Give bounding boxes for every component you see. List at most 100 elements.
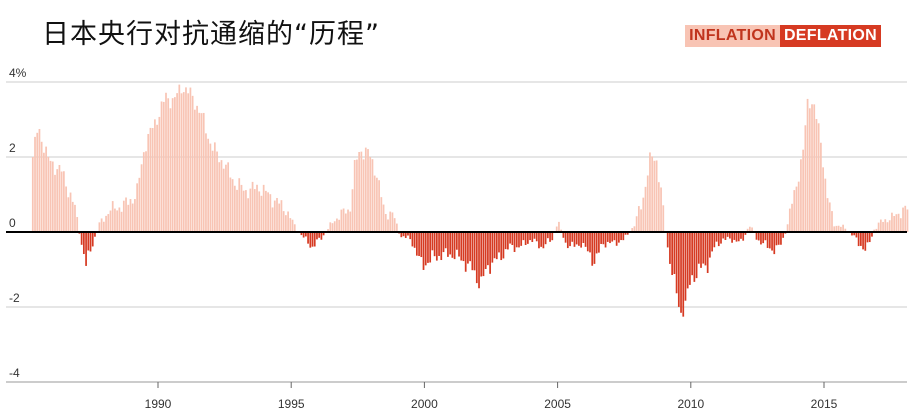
bar-deflation xyxy=(713,232,716,248)
bar-inflation xyxy=(795,186,798,232)
bar-deflation xyxy=(304,232,307,237)
bar-inflation xyxy=(38,128,41,232)
bar-deflation xyxy=(702,232,705,264)
y-tick-label: 0 xyxy=(9,216,16,230)
bar-inflation xyxy=(134,199,136,232)
bar-inflation xyxy=(158,116,161,232)
bar-inflation xyxy=(225,164,227,232)
bar-inflation xyxy=(338,219,341,232)
bar-deflation xyxy=(313,232,316,247)
bar-deflation xyxy=(473,232,476,271)
bar-deflation xyxy=(518,232,520,248)
bar-inflation xyxy=(222,168,225,232)
bar-inflation xyxy=(840,226,842,232)
bar-inflation xyxy=(837,225,840,232)
bar-inflation xyxy=(202,112,205,232)
bar-inflation xyxy=(329,222,332,232)
bar-inflation xyxy=(74,204,76,232)
bar-inflation xyxy=(791,203,793,232)
bar-inflation xyxy=(902,207,904,232)
bar-deflation xyxy=(89,232,92,252)
bar-deflation xyxy=(680,232,682,313)
bar-deflation xyxy=(524,232,527,246)
bar-deflation xyxy=(418,232,420,256)
bar-deflation xyxy=(611,232,614,242)
bar-inflation xyxy=(285,215,287,232)
bar-inflation xyxy=(788,208,791,232)
bar-deflation xyxy=(851,232,853,236)
bar-deflation xyxy=(782,232,785,238)
bar-inflation xyxy=(167,98,170,233)
bar-deflation xyxy=(755,232,758,240)
bar-inflation xyxy=(340,209,343,232)
bar-deflation xyxy=(458,232,460,257)
bar-deflation xyxy=(302,232,305,238)
bar-deflation xyxy=(85,232,87,266)
bar-inflation xyxy=(149,127,152,232)
bar-inflation xyxy=(364,147,367,232)
bar-deflation xyxy=(480,232,483,277)
bar-deflation xyxy=(675,232,678,294)
x-tick-label: 1995 xyxy=(278,397,305,411)
bar-inflation xyxy=(171,98,174,232)
bar-deflation xyxy=(309,232,312,248)
bar-deflation xyxy=(686,232,689,289)
bar-inflation xyxy=(800,159,802,232)
bar-deflation xyxy=(855,232,858,238)
bar-deflation xyxy=(624,232,627,235)
bar-deflation xyxy=(522,232,525,241)
bar-deflation xyxy=(580,232,582,248)
bar-deflation xyxy=(575,232,578,245)
bar-inflation xyxy=(127,204,130,232)
bar-inflation xyxy=(229,177,232,232)
bar-inflation xyxy=(262,184,265,232)
bar-deflation xyxy=(731,232,733,243)
bar-inflation xyxy=(820,142,822,232)
bar-inflation xyxy=(291,219,294,232)
bar-inflation xyxy=(100,218,103,232)
bar-deflation xyxy=(413,232,416,248)
bar-deflation xyxy=(498,232,500,253)
bar-deflation xyxy=(578,232,580,246)
bar-deflation xyxy=(544,232,547,245)
bar-deflation xyxy=(429,232,432,263)
bar-inflation xyxy=(904,205,907,232)
bar-deflation xyxy=(411,232,414,247)
bar-inflation xyxy=(169,108,172,232)
bar-inflation xyxy=(245,190,247,232)
bar-inflation xyxy=(884,219,887,232)
bar-inflation xyxy=(886,222,889,232)
bar-inflation xyxy=(256,184,258,232)
bar-inflation xyxy=(327,229,329,232)
bar-inflation xyxy=(637,206,640,232)
bar-inflation xyxy=(906,209,909,232)
bar-inflation xyxy=(342,208,345,232)
bar-deflation xyxy=(697,232,700,264)
bar-inflation xyxy=(891,212,893,232)
bar-deflation xyxy=(700,232,702,268)
bar-inflation xyxy=(47,156,50,232)
bar-deflation xyxy=(471,232,474,271)
bar-deflation xyxy=(533,232,536,239)
bar-deflation xyxy=(773,232,776,255)
bar-deflation xyxy=(526,232,529,244)
bar-deflation xyxy=(311,232,314,247)
bar-inflation xyxy=(555,226,558,232)
bar-inflation xyxy=(336,218,338,232)
bar-deflation xyxy=(515,232,518,248)
bar-inflation xyxy=(877,222,880,232)
bar-inflation xyxy=(136,183,138,232)
bar-inflation xyxy=(145,151,147,232)
x-tick-label: 2010 xyxy=(677,397,704,411)
bar-deflation xyxy=(469,232,471,262)
bar-inflation xyxy=(358,152,360,232)
x-tick-label: 2000 xyxy=(411,397,438,411)
bar-inflation xyxy=(644,186,647,232)
bar-inflation xyxy=(187,93,190,232)
bar-deflation xyxy=(520,232,523,246)
bar-deflation xyxy=(427,232,429,263)
bar-inflation xyxy=(380,197,383,232)
bar-deflation xyxy=(673,232,676,274)
bar-inflation xyxy=(98,222,101,232)
bar-inflation xyxy=(369,157,372,232)
